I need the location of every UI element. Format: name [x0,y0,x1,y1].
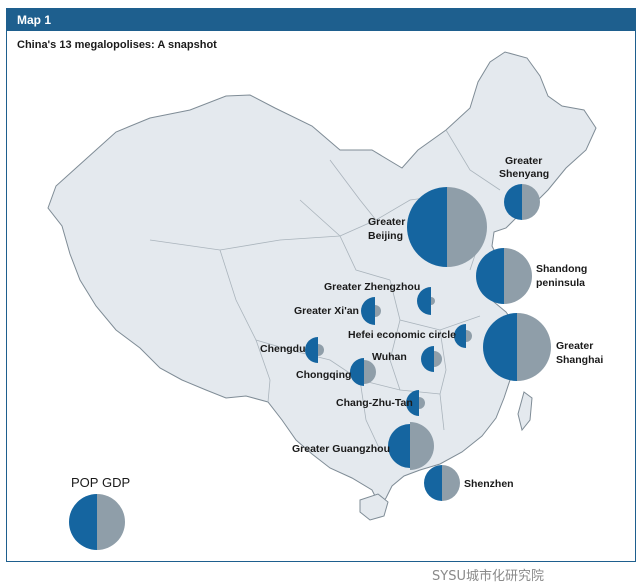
bubble-pop-greater-guangzhou [388,424,410,468]
label-greater-guangzhou: Greater Guangzhou [292,443,390,455]
bubble-gdp-wuhan [434,351,442,367]
legend-gdp-label: GDP [102,475,130,490]
bubbles-layer [305,184,551,501]
label-chongqing: Chongqing [296,369,351,381]
bubble-gdp-chang-zhu-tan [419,397,425,409]
bubble-gdp-greater-shanghai [517,313,551,381]
bubble-pop-wuhan [421,346,434,372]
label-greater-shanghai-1: Greater [556,340,593,352]
label-shandong-2: peninsula [536,277,585,289]
bubble-gdp-greater-xian [375,305,381,317]
bubble-gdp-greater-zhengzhou [431,297,435,305]
label-greater-shenyang-1: Greater [505,155,542,167]
label-chang-zhu-tan: Chang-Zhu-Tan [336,397,413,409]
label-greater-shanghai-2: Shanghai [556,354,603,366]
bubble-pop-greater-zhengzhou [417,287,431,315]
label-shandong-1: Shandong [536,263,587,275]
map-title: Map 1 [17,13,52,27]
bubble-pop-greater-shenyang [504,184,522,220]
bubble-pop-greater-beijing [407,187,447,267]
bubble-gdp-chengdu [318,344,324,356]
label-greater-shenyang-2: Shenyang [499,168,549,180]
bubble-pop-chang-zhu-tan [406,390,419,416]
bubble-gdp-shandong-peninsula [504,248,532,304]
watermark-text: SYSU城市化研究院 [432,569,544,584]
label-hefei: Hefei economic circle [348,329,456,341]
region-labels: Greater Shenyang Greater Beijing Shandon… [260,155,603,490]
label-wuhan: Wuhan [372,351,407,363]
legend-pop-label: POP [71,475,98,490]
label-greater-zhengzhou: Greater Zhengzhou [324,281,420,293]
label-shenzhen: Shenzhen [464,478,514,490]
bubble-gdp-greater-beijing [447,187,487,267]
header-bar: Map 1 [7,9,635,31]
taiwan-island [517,391,533,432]
legend-gdp-half [97,494,125,550]
label-chengdu: Chengdu [260,343,306,355]
legend: POP GDP [69,475,130,550]
bubble-gdp-chongqing [364,360,376,384]
bubble-pop-shenzhen [424,465,442,501]
map-subtitle: China's 13 megalopolises: A snapshot [17,39,217,51]
hainan-island [359,493,389,521]
bubble-gdp-greater-guangzhou [410,422,434,470]
bubble-pop-hefei-economic-circle [454,324,466,348]
bubble-pop-chengdu [305,337,318,363]
bubble-pop-greater-xian [361,297,375,325]
bubble-pop-shandong-peninsula [476,248,504,304]
label-greater-xian: Greater Xi'an [294,305,359,317]
bubble-gdp-greater-shenyang [522,184,540,220]
bubble-pop-greater-shanghai [483,313,517,381]
bubble-gdp-shenzhen [442,465,460,501]
bubble-gdp-hefei-economic-circle [466,330,472,342]
bubble-pop-chongqing [350,358,364,386]
legend-pop-half [69,494,97,550]
label-greater-beijing-2: Beijing [368,230,403,242]
label-greater-beijing-1: Greater [368,216,405,228]
